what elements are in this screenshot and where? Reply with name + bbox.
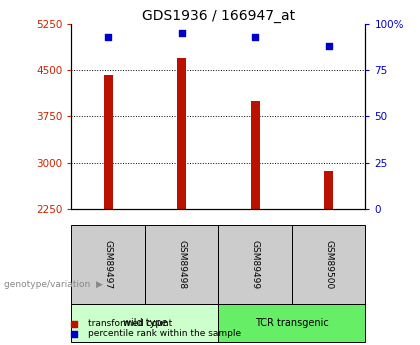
Bar: [324, 170, 333, 209]
Bar: [104, 75, 113, 209]
Bar: [251, 101, 260, 209]
Bar: [218, 225, 292, 304]
Point: [70, 331, 77, 336]
Text: genotype/variation  ▶: genotype/variation ▶: [4, 280, 103, 289]
Point: [325, 43, 332, 49]
Text: GSM89500: GSM89500: [324, 240, 333, 289]
Title: GDS1936 / 166947_at: GDS1936 / 166947_at: [142, 9, 295, 23]
Text: GSM89497: GSM89497: [104, 240, 113, 289]
Point: [252, 34, 259, 40]
Text: wild type: wild type: [123, 318, 167, 328]
Text: percentile rank within the sample: percentile rank within the sample: [88, 329, 242, 338]
Point: [70, 321, 77, 326]
Text: TCR transgenic: TCR transgenic: [255, 318, 329, 328]
Point: [178, 31, 185, 36]
Bar: [145, 225, 218, 304]
Bar: [71, 225, 145, 304]
Point: [105, 34, 112, 40]
Text: transformed count: transformed count: [88, 319, 173, 328]
Bar: [177, 58, 186, 209]
Bar: [292, 225, 365, 304]
Text: GSM89498: GSM89498: [177, 240, 186, 289]
Text: GSM89499: GSM89499: [251, 240, 260, 289]
Bar: [218, 304, 365, 342]
Bar: [71, 304, 218, 342]
